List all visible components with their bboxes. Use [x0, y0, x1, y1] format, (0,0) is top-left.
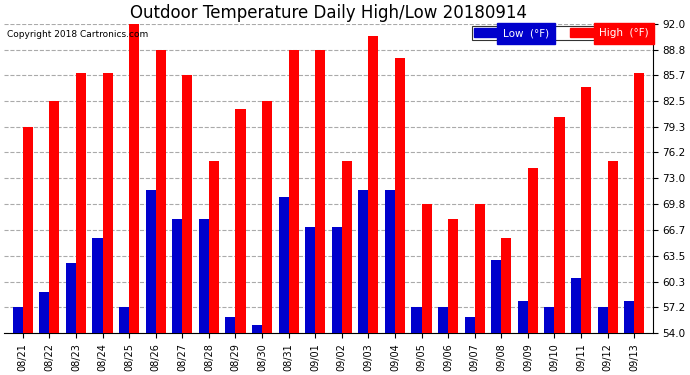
- Bar: [581, 87, 591, 333]
- Bar: [358, 190, 368, 333]
- Bar: [66, 263, 76, 333]
- Bar: [385, 190, 395, 333]
- Bar: [528, 168, 538, 333]
- Bar: [544, 307, 555, 333]
- Bar: [571, 278, 581, 333]
- Bar: [209, 160, 219, 333]
- Bar: [50, 101, 59, 333]
- Bar: [438, 307, 448, 333]
- Bar: [315, 50, 325, 333]
- Bar: [39, 292, 50, 333]
- Bar: [279, 197, 288, 333]
- Bar: [262, 101, 272, 333]
- Bar: [226, 317, 235, 333]
- Bar: [199, 219, 209, 333]
- Bar: [103, 73, 112, 333]
- Bar: [502, 238, 511, 333]
- Bar: [12, 307, 23, 333]
- Legend: Low  (°F), High  (°F): Low (°F), High (°F): [472, 26, 651, 40]
- Bar: [23, 127, 33, 333]
- Bar: [422, 204, 432, 333]
- Bar: [342, 160, 352, 333]
- Bar: [305, 227, 315, 333]
- Text: Copyright 2018 Cartronics.com: Copyright 2018 Cartronics.com: [8, 30, 148, 39]
- Bar: [395, 58, 405, 333]
- Title: Outdoor Temperature Daily High/Low 20180914: Outdoor Temperature Daily High/Low 20180…: [130, 4, 527, 22]
- Bar: [332, 227, 342, 333]
- Bar: [475, 204, 485, 333]
- Bar: [624, 300, 634, 333]
- Bar: [555, 117, 564, 333]
- Bar: [119, 307, 129, 333]
- Bar: [235, 109, 246, 333]
- Bar: [172, 219, 182, 333]
- Bar: [608, 160, 618, 333]
- Bar: [518, 300, 528, 333]
- Bar: [598, 307, 608, 333]
- Bar: [634, 73, 644, 333]
- Bar: [92, 238, 103, 333]
- Bar: [448, 219, 458, 333]
- Bar: [76, 73, 86, 333]
- Bar: [146, 190, 156, 333]
- Bar: [156, 50, 166, 333]
- Bar: [252, 325, 262, 333]
- Bar: [368, 36, 379, 333]
- Bar: [129, 24, 139, 333]
- Bar: [464, 317, 475, 333]
- Bar: [288, 50, 299, 333]
- Bar: [411, 307, 422, 333]
- Bar: [182, 75, 193, 333]
- Bar: [491, 260, 502, 333]
